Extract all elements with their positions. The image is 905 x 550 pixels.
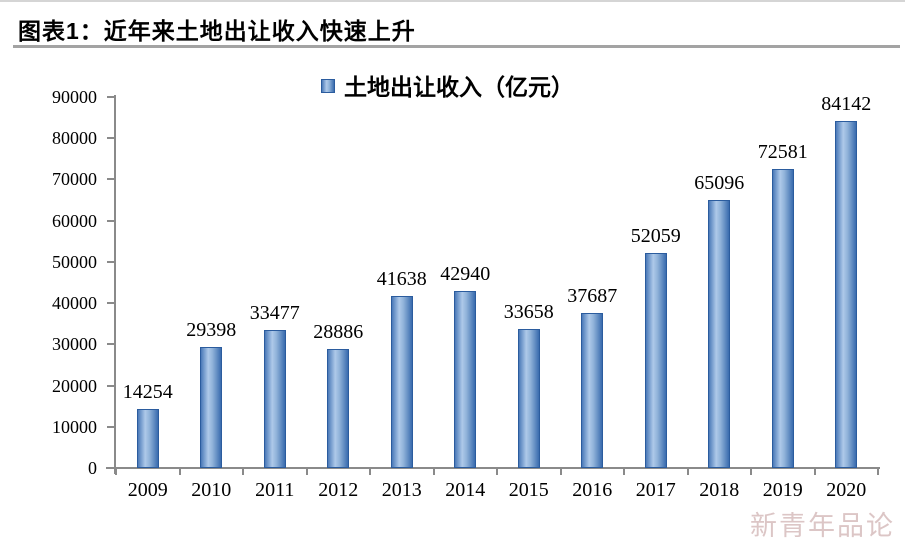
bar-value-label: 84142	[821, 93, 872, 116]
y-axis-tick-label: 90000	[52, 87, 97, 107]
bar	[517, 329, 540, 468]
y-axis-tick	[107, 425, 115, 428]
bar	[644, 253, 667, 468]
bar-value-label: 65096	[694, 171, 745, 194]
x-axis-tick	[559, 468, 562, 475]
bar-value-label: 52059	[630, 225, 681, 248]
title-divider	[13, 45, 900, 48]
y-axis-tick-label: 40000	[52, 293, 97, 314]
bar-value-label: 72581	[757, 140, 808, 163]
y-axis-tick	[107, 219, 115, 222]
x-axis-category-label: 2010	[191, 479, 232, 501]
legend-label: 土地出让收入（亿元）	[344, 75, 574, 100]
y-axis-tick	[107, 260, 115, 263]
x-axis-category-label: 2011	[255, 479, 295, 501]
y-axis-tick-label: 70000	[52, 169, 97, 190]
y-axis-tick	[107, 384, 115, 387]
chart-legend: 土地出让收入（亿元）	[321, 72, 574, 100]
x-axis-category-label: 2018	[699, 479, 740, 501]
y-axis-tick	[107, 137, 115, 140]
y-axis-tick	[107, 178, 115, 181]
bar-value-label: 33477	[249, 302, 300, 324]
x-axis-category-label: 2017	[635, 479, 676, 501]
bar-value-label: 28886	[313, 320, 364, 343]
x-axis-category-label: 2012	[318, 479, 359, 501]
bar	[581, 312, 604, 468]
x-axis-tick	[623, 468, 625, 475]
bar-value-label: 33658	[503, 301, 554, 324]
bar	[390, 296, 413, 468]
x-axis-tick	[813, 468, 816, 475]
figure-title: 图表1：近年来土地出让收入快速上升	[18, 18, 416, 44]
x-axis-category-label: 2009	[127, 479, 168, 501]
x-axis-tick	[369, 468, 371, 475]
x-axis-category-label: 2016	[572, 479, 613, 501]
x-axis-tick	[496, 468, 498, 475]
bar-value-label: 41638	[376, 268, 427, 291]
bar	[263, 330, 286, 468]
bar	[136, 409, 159, 468]
y-axis-tick	[107, 343, 115, 346]
bar	[835, 121, 858, 468]
bar	[200, 346, 223, 468]
y-axis-tick-label: 80000	[52, 128, 97, 149]
y-axis-tick-label: 10000	[52, 416, 97, 437]
x-axis-category-label: 2020	[826, 479, 867, 501]
bar	[708, 199, 731, 468]
bar-value-label: 14254	[122, 381, 173, 404]
x-axis-tick	[115, 468, 117, 475]
bar-value-label: 37687	[567, 284, 618, 307]
y-axis-tick-label: 30000	[52, 334, 97, 355]
y-axis-tick-label: 50000	[52, 251, 97, 272]
y-axis-tick	[107, 96, 115, 98]
bar-value-label: 42940	[440, 262, 491, 285]
bar	[454, 290, 477, 468]
y-axis-tick	[107, 467, 115, 469]
legend-bar-swatch-icon	[321, 79, 335, 93]
x-axis-category-label: 2019	[762, 479, 803, 501]
x-axis-tick	[686, 468, 689, 475]
window-top-edge	[0, 0, 905, 2]
x-axis-tick	[305, 468, 308, 475]
bar	[771, 168, 794, 468]
y-axis-tick	[107, 302, 115, 305]
x-axis-category-label: 2015	[508, 479, 549, 501]
y-axis-tick-label: 0	[88, 458, 97, 478]
watermark: 新青年品论	[750, 511, 895, 541]
x-axis-line	[106, 467, 880, 469]
y-axis-line	[114, 95, 116, 474]
x-axis-tick	[432, 468, 435, 475]
x-axis-tick	[242, 468, 244, 475]
bar-value-label: 29398	[186, 318, 237, 341]
y-axis-tick-label: 60000	[52, 210, 97, 231]
bar	[327, 348, 350, 468]
x-axis-category-label: 2013	[381, 479, 422, 501]
x-axis-tick	[178, 468, 181, 475]
x-axis-category-label: 2014	[445, 479, 486, 501]
x-axis-tick	[750, 468, 752, 475]
y-axis-tick-label: 20000	[52, 375, 97, 396]
x-axis-tick	[877, 468, 879, 475]
